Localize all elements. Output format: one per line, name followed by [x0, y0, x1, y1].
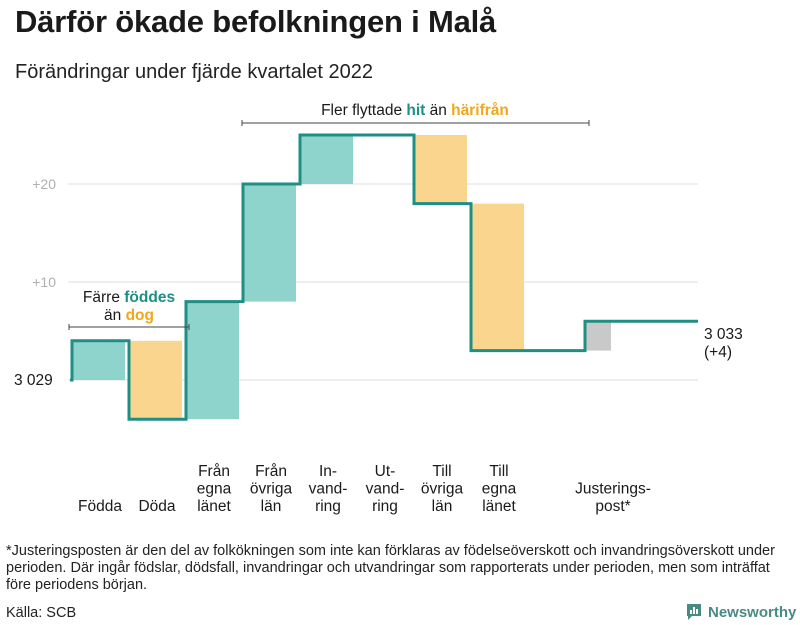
annotation-segment: Fler flyttade: [321, 102, 406, 119]
x-label-till-ovriga-lan: Till: [432, 463, 451, 480]
brand-logo: Newsworthy: [686, 603, 796, 621]
bar-till-egna-lanet: [471, 203, 524, 351]
page-title: Därför ökade befolkningen i Malå: [15, 4, 497, 39]
x-label-fodda: Födda: [78, 498, 122, 515]
x-label-invandring: vand-: [309, 481, 348, 498]
x-label-fran-egna-lanet: egna: [197, 481, 232, 498]
annotation-segment: Färre: [83, 289, 124, 306]
annotation-segment: dog: [126, 307, 154, 324]
annotation-segment: föddes: [124, 289, 175, 306]
bar-justeringspost: [585, 321, 611, 351]
brand-name: Newsworthy: [708, 603, 797, 621]
x-label-utvandring: vand-: [366, 481, 405, 498]
x-label-justeringspost: Justerings-: [575, 481, 651, 498]
x-label-till-egna-lanet: Till: [489, 463, 508, 480]
page-subtitle: Förändringar under fjärde kvartalet 2022: [15, 61, 373, 83]
x-label-fran-egna-lanet: Från: [198, 463, 230, 480]
gridlines: +20 +10: [32, 176, 698, 381]
x-label-till-ovriga-lan: övriga: [421, 481, 464, 498]
births-bracket: [68, 324, 190, 330]
x-label-justeringspost: post*: [595, 498, 630, 515]
x-label-till-egna-lanet: länet: [482, 498, 516, 515]
births-annotation: Färre föddes: [83, 289, 175, 306]
migration-bracket: [241, 120, 590, 126]
x-label-invandring: ring: [315, 498, 341, 515]
x-label-utvandring: ring: [372, 498, 398, 515]
x-label-fran-ovriga-lan: Från: [255, 463, 287, 480]
x-label-utvandring: Ut-: [375, 463, 396, 480]
labels: Födda DödaFrånegnalänetFrånövrigalänIn-va…: [14, 326, 743, 515]
end-value-label: (+4): [704, 344, 732, 361]
annotation-segment: hit: [406, 102, 425, 119]
y-tick-label: +20: [32, 176, 56, 192]
x-label-invandring: In-: [319, 463, 337, 480]
annotation-segment: än: [425, 102, 451, 119]
bar-doda: [129, 340, 182, 420]
start-value-label: 3 029: [14, 372, 53, 389]
x-label-fran-ovriga-lan: övriga: [250, 481, 293, 498]
x-label-till-ovriga-lan: län: [432, 498, 453, 515]
bar-fran-egna-lanet: [186, 301, 239, 420]
level-line-path: [70, 133, 698, 421]
migration-annotation: Fler flyttade hit än härifrån: [321, 102, 509, 119]
waterfall-chart: +20+10 Födda DödaFrånegnalänetFrånövrigal…: [14, 102, 743, 515]
bar-chart-icon: [687, 604, 701, 620]
bar-fran-ovriga-lan: [243, 184, 296, 302]
bar-till-ovriga-lan: [414, 135, 467, 204]
source-label: Källa: SCB: [6, 605, 77, 621]
level-line: [70, 133, 698, 421]
y-tick-label: +10: [32, 274, 56, 290]
x-label-till-egna-lanet: egna: [482, 481, 517, 498]
annotation-segment: än: [104, 307, 126, 324]
bars: [72, 135, 611, 420]
bar-invandring: [300, 135, 353, 184]
annotation-segment: härifrån: [451, 102, 509, 119]
end-value-label: 3 033: [704, 326, 743, 343]
x-label-doda: Döda: [138, 498, 175, 515]
births-annotation: än dog: [104, 307, 154, 324]
x-label-fran-egna-lanet: länet: [197, 498, 231, 515]
footnote: *Justeringsposten är den del av folkökni…: [6, 543, 775, 593]
bar-fodda: [72, 340, 125, 380]
x-label-fran-ovriga-lan: län: [261, 498, 282, 515]
